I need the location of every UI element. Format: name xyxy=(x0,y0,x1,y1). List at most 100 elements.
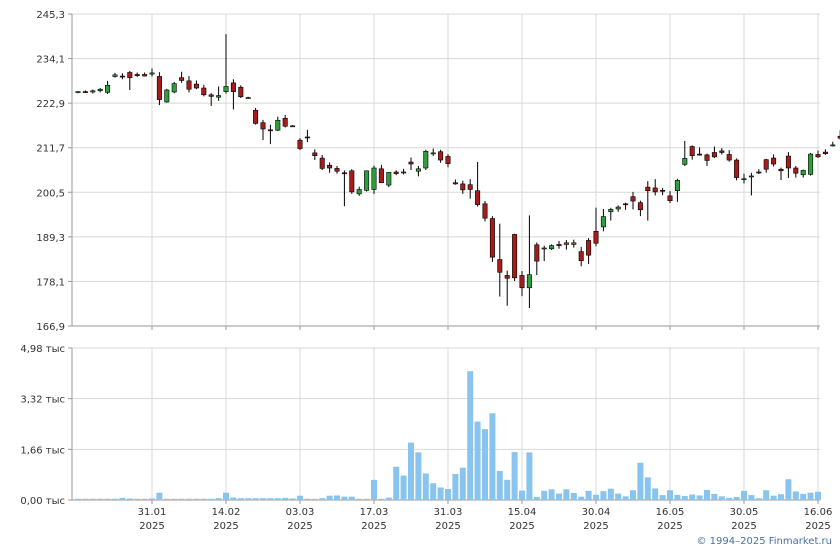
candle-body xyxy=(660,189,666,192)
volume-bar xyxy=(800,493,807,500)
volume-bar xyxy=(311,498,318,500)
candle xyxy=(726,150,732,162)
volume-bar xyxy=(245,498,252,500)
candle-body xyxy=(349,170,355,193)
candle-body xyxy=(549,245,555,250)
price-tick-label: 234,1 xyxy=(36,55,65,66)
volume-bar xyxy=(112,498,118,500)
volume-bar xyxy=(548,489,555,500)
candle xyxy=(608,207,614,221)
candle xyxy=(460,180,466,194)
volume-bar xyxy=(459,467,466,500)
candle-body xyxy=(741,178,747,181)
candle-body xyxy=(401,171,407,174)
volume-bar xyxy=(541,490,548,500)
candle xyxy=(208,93,214,106)
candle-body xyxy=(526,274,532,289)
volume-bar xyxy=(763,490,770,500)
candle xyxy=(489,216,495,262)
candle-body xyxy=(75,91,81,93)
volume-bar xyxy=(334,495,340,500)
candle xyxy=(438,149,444,163)
volume-bar xyxy=(815,491,821,500)
volume-bar xyxy=(770,495,777,500)
candle xyxy=(763,158,769,173)
candle xyxy=(519,271,525,297)
candle xyxy=(593,207,599,247)
volume-bar xyxy=(482,429,488,500)
candle xyxy=(171,82,177,94)
volume-bar xyxy=(89,498,96,500)
candle xyxy=(386,171,392,188)
candle xyxy=(423,149,429,170)
price-tick-label: 166,9 xyxy=(36,322,65,333)
x-tick-label-year: 2025 xyxy=(435,521,460,532)
candle-body xyxy=(253,110,259,124)
candle xyxy=(275,116,281,131)
candle-body xyxy=(822,151,828,154)
volume-bar xyxy=(711,493,718,500)
candle-body xyxy=(645,186,651,191)
x-tick-label-year: 2025 xyxy=(361,521,386,532)
volume-bar xyxy=(415,452,422,500)
candle xyxy=(230,79,236,110)
candle-body xyxy=(304,136,310,139)
volume-bar xyxy=(578,496,585,500)
x-tick-label-date: 16.06 xyxy=(804,507,833,518)
candle xyxy=(260,119,266,141)
x-tick-label-year: 2025 xyxy=(287,521,312,532)
candle-body xyxy=(105,84,111,93)
candle-body xyxy=(519,275,525,289)
candle-body xyxy=(808,153,814,175)
candle xyxy=(793,166,799,178)
candle xyxy=(119,73,125,80)
volume-bar xyxy=(785,479,792,500)
volume-bar xyxy=(563,489,570,500)
copyright-text: © 1994–2025 Finmarket.ru xyxy=(696,536,832,547)
candle xyxy=(267,124,273,145)
candle xyxy=(682,140,688,167)
candle xyxy=(452,179,458,185)
candle-body xyxy=(164,89,170,103)
candle-body xyxy=(704,154,710,161)
candle-body xyxy=(452,182,458,185)
candle xyxy=(223,34,229,94)
candle xyxy=(497,223,503,297)
x-tick-label-date: 30.05 xyxy=(730,507,759,518)
candle xyxy=(349,169,355,194)
candle-body xyxy=(201,87,207,96)
volume-bar xyxy=(718,496,725,500)
candle-body xyxy=(756,171,762,174)
candle-body xyxy=(119,75,125,78)
volume-bar xyxy=(297,495,303,500)
candle-body xyxy=(371,167,377,190)
volume-bar xyxy=(356,498,363,500)
candle xyxy=(623,202,629,210)
candle-body xyxy=(563,242,569,245)
volume-bar xyxy=(452,474,459,500)
x-tick-label-date: 16.05 xyxy=(656,507,685,518)
candle-body xyxy=(393,171,399,174)
candle-body xyxy=(600,216,606,228)
volume-bar xyxy=(489,413,496,500)
candle xyxy=(660,187,666,196)
price-y-axis: 245,3 234,1 222,9 211,7 200,5 189,3 178,1 166,9 xyxy=(36,10,820,333)
volume-bar xyxy=(733,496,740,500)
candle xyxy=(674,178,680,202)
candle xyxy=(697,147,703,156)
candle-body xyxy=(90,90,96,93)
candle-body xyxy=(238,86,244,98)
candle-body xyxy=(82,91,88,93)
volume-bar xyxy=(755,498,762,500)
volume-bars xyxy=(75,371,821,500)
candle-body xyxy=(800,170,806,176)
candle xyxy=(822,149,828,155)
candle-body xyxy=(830,144,836,147)
volume-bar xyxy=(341,496,348,500)
price-tick-label: 245,3 xyxy=(36,10,65,21)
candle xyxy=(90,89,96,94)
volume-bar xyxy=(748,495,755,500)
volume-bar xyxy=(171,498,178,500)
volume-bar xyxy=(533,496,540,500)
